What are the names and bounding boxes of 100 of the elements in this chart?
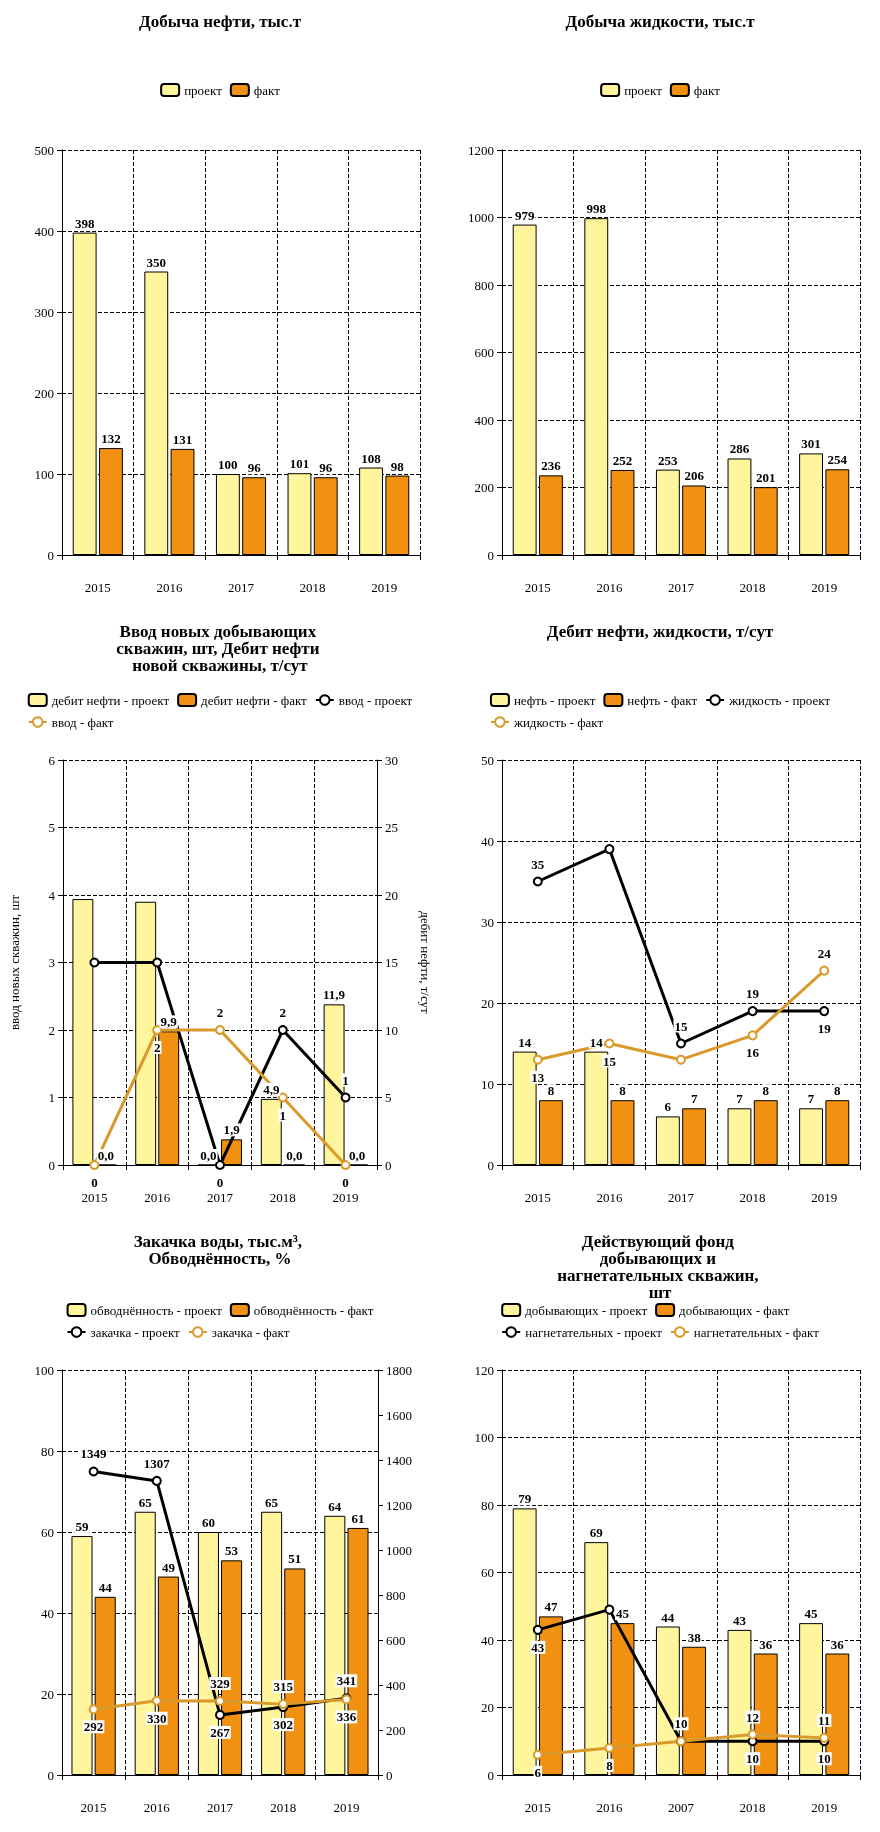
legend-label: закачка - проект: [90, 1324, 181, 1340]
y-tick-label: 400: [474, 412, 494, 428]
data-label: 8: [606, 1758, 614, 1773]
x-tick-label: 2018: [299, 580, 326, 595]
data-label: 254: [827, 452, 848, 468]
y-tick-label: 40: [481, 833, 494, 849]
x-tick-label: 2018: [269, 1190, 296, 1205]
x-tick-label: 2019: [371, 580, 398, 595]
y-tick-label: 1000: [468, 210, 494, 225]
data-label: 350: [146, 254, 167, 270]
y-tick-label: 0: [47, 1767, 54, 1783]
legend-label: дебит нефти - факт: [201, 692, 308, 708]
data-label: 7: [690, 1091, 698, 1107]
x-tick-label: 2015: [81, 1190, 108, 1205]
y-tick-label: 100: [34, 466, 54, 482]
x-tick-label: 2019: [811, 1190, 838, 1205]
legend-label: проект: [184, 82, 223, 98]
data-label: 286: [729, 441, 750, 457]
y2-tick-label: 20: [385, 887, 398, 903]
data-label: 69: [589, 1525, 604, 1541]
y-tick-label: 40: [481, 1632, 494, 1648]
x-tick-label: 2019: [333, 1800, 360, 1815]
x-tick-label: 2016: [596, 1800, 623, 1815]
data-label: 64: [328, 1498, 342, 1514]
x-tick-label: 2007: [668, 1800, 695, 1815]
data-label: 15: [602, 1053, 617, 1069]
y-tick-label: 200: [474, 480, 494, 495]
data-label: 1: [279, 1107, 287, 1123]
y2-tick-label: 1600: [386, 1407, 412, 1423]
y-tick-label: 0: [487, 1157, 494, 1173]
data-label: 79: [518, 1491, 532, 1507]
y-tick-label: 20: [481, 1700, 494, 1715]
y-tick-label: 0: [487, 547, 494, 563]
data-label: 98: [390, 458, 405, 474]
data-label: 19: [746, 986, 760, 1002]
data-label: 53: [225, 1543, 239, 1559]
data-label: 44: [661, 1609, 675, 1625]
y-tick-label: 400: [34, 223, 54, 239]
legend-label: добывающих - факт: [679, 1302, 790, 1318]
data-label: 302: [273, 1717, 293, 1733]
data-label: 1307: [143, 1455, 171, 1471]
legend-label: факт: [253, 82, 281, 98]
y2-tick-label: 600: [386, 1632, 406, 1648]
legend-label: ввод - проект: [338, 692, 413, 708]
data-label: 6: [664, 1099, 672, 1115]
data-label: 1,9: [223, 1122, 241, 1138]
data-label: 61: [351, 1510, 365, 1526]
x-tick-label: 2018: [739, 1800, 766, 1815]
data-label: 45: [616, 1606, 630, 1622]
x-tick-label: 2015: [524, 580, 551, 595]
data-label: 36: [759, 1636, 773, 1652]
data-label: 0: [342, 1175, 349, 1190]
data-label: 236: [541, 458, 562, 474]
chart-title: Добыча нефти, тыс.т: [138, 12, 302, 31]
data-label: 206: [684, 468, 705, 484]
data-label: 10: [746, 1751, 760, 1767]
data-label: 101: [289, 456, 310, 472]
data-label: 43: [732, 1612, 747, 1628]
y-tick-label: 4: [48, 887, 56, 903]
data-label: 14: [518, 1034, 532, 1050]
chart-title: Ввод новых добывающих скважин, шт, Дебит нефти новой скважины, т/сут: [116, 622, 324, 675]
data-label: 24: [817, 945, 832, 961]
y2-tick-label: 30: [385, 752, 398, 768]
y-tick-label: 120: [474, 1362, 494, 1378]
chart-title: Дебит нефти, жидкости, т/сут: [546, 622, 774, 641]
data-label: 252: [612, 452, 633, 468]
data-label: 51: [288, 1551, 302, 1567]
data-label: 315: [273, 1679, 294, 1695]
x-tick-label: 2019: [811, 1800, 838, 1815]
y2-axis-title: дебит нефти, т/сут: [418, 911, 433, 1015]
y-tick-label: 0: [47, 547, 54, 563]
legend-label: закачка - факт: [211, 1324, 290, 1340]
legend-label: нефть - факт: [627, 692, 698, 708]
data-label: 979: [514, 207, 535, 223]
data-label: 10: [817, 1751, 831, 1767]
chart-title: Действующий фонд добывающих и нагнетательных скважин, шт: [557, 1232, 763, 1302]
data-label: 6: [534, 1764, 542, 1780]
y-tick-label: 200: [34, 385, 54, 401]
data-label: 43: [531, 1639, 545, 1655]
data-label: 201: [755, 470, 776, 486]
data-label: 0,0: [286, 1148, 303, 1163]
legend-label: жидкость - факт: [512, 714, 604, 730]
data-label: 36: [830, 1636, 845, 1652]
x-tick-label: 2016: [143, 1800, 171, 1815]
data-label: 292: [83, 1719, 104, 1735]
data-label: 59: [75, 1519, 90, 1535]
legend-label: жидкость - проект: [728, 692, 831, 708]
y-tick-label: 40: [41, 1605, 54, 1621]
data-label: 4,9: [263, 1081, 280, 1097]
x-tick-label: 2015: [524, 1190, 551, 1205]
data-label: 267: [210, 1724, 231, 1740]
data-label: 8: [834, 1083, 842, 1099]
y2-tick-label: 800: [386, 1587, 406, 1603]
data-label: 341: [336, 1673, 357, 1689]
y-tick-label: 20: [481, 995, 494, 1011]
data-label: 16: [746, 1045, 760, 1061]
y-tick-label: 1: [48, 1090, 55, 1105]
legend-label: факт: [693, 82, 721, 98]
y-tick-label: 800: [474, 277, 494, 293]
data-label: 336: [336, 1709, 357, 1725]
